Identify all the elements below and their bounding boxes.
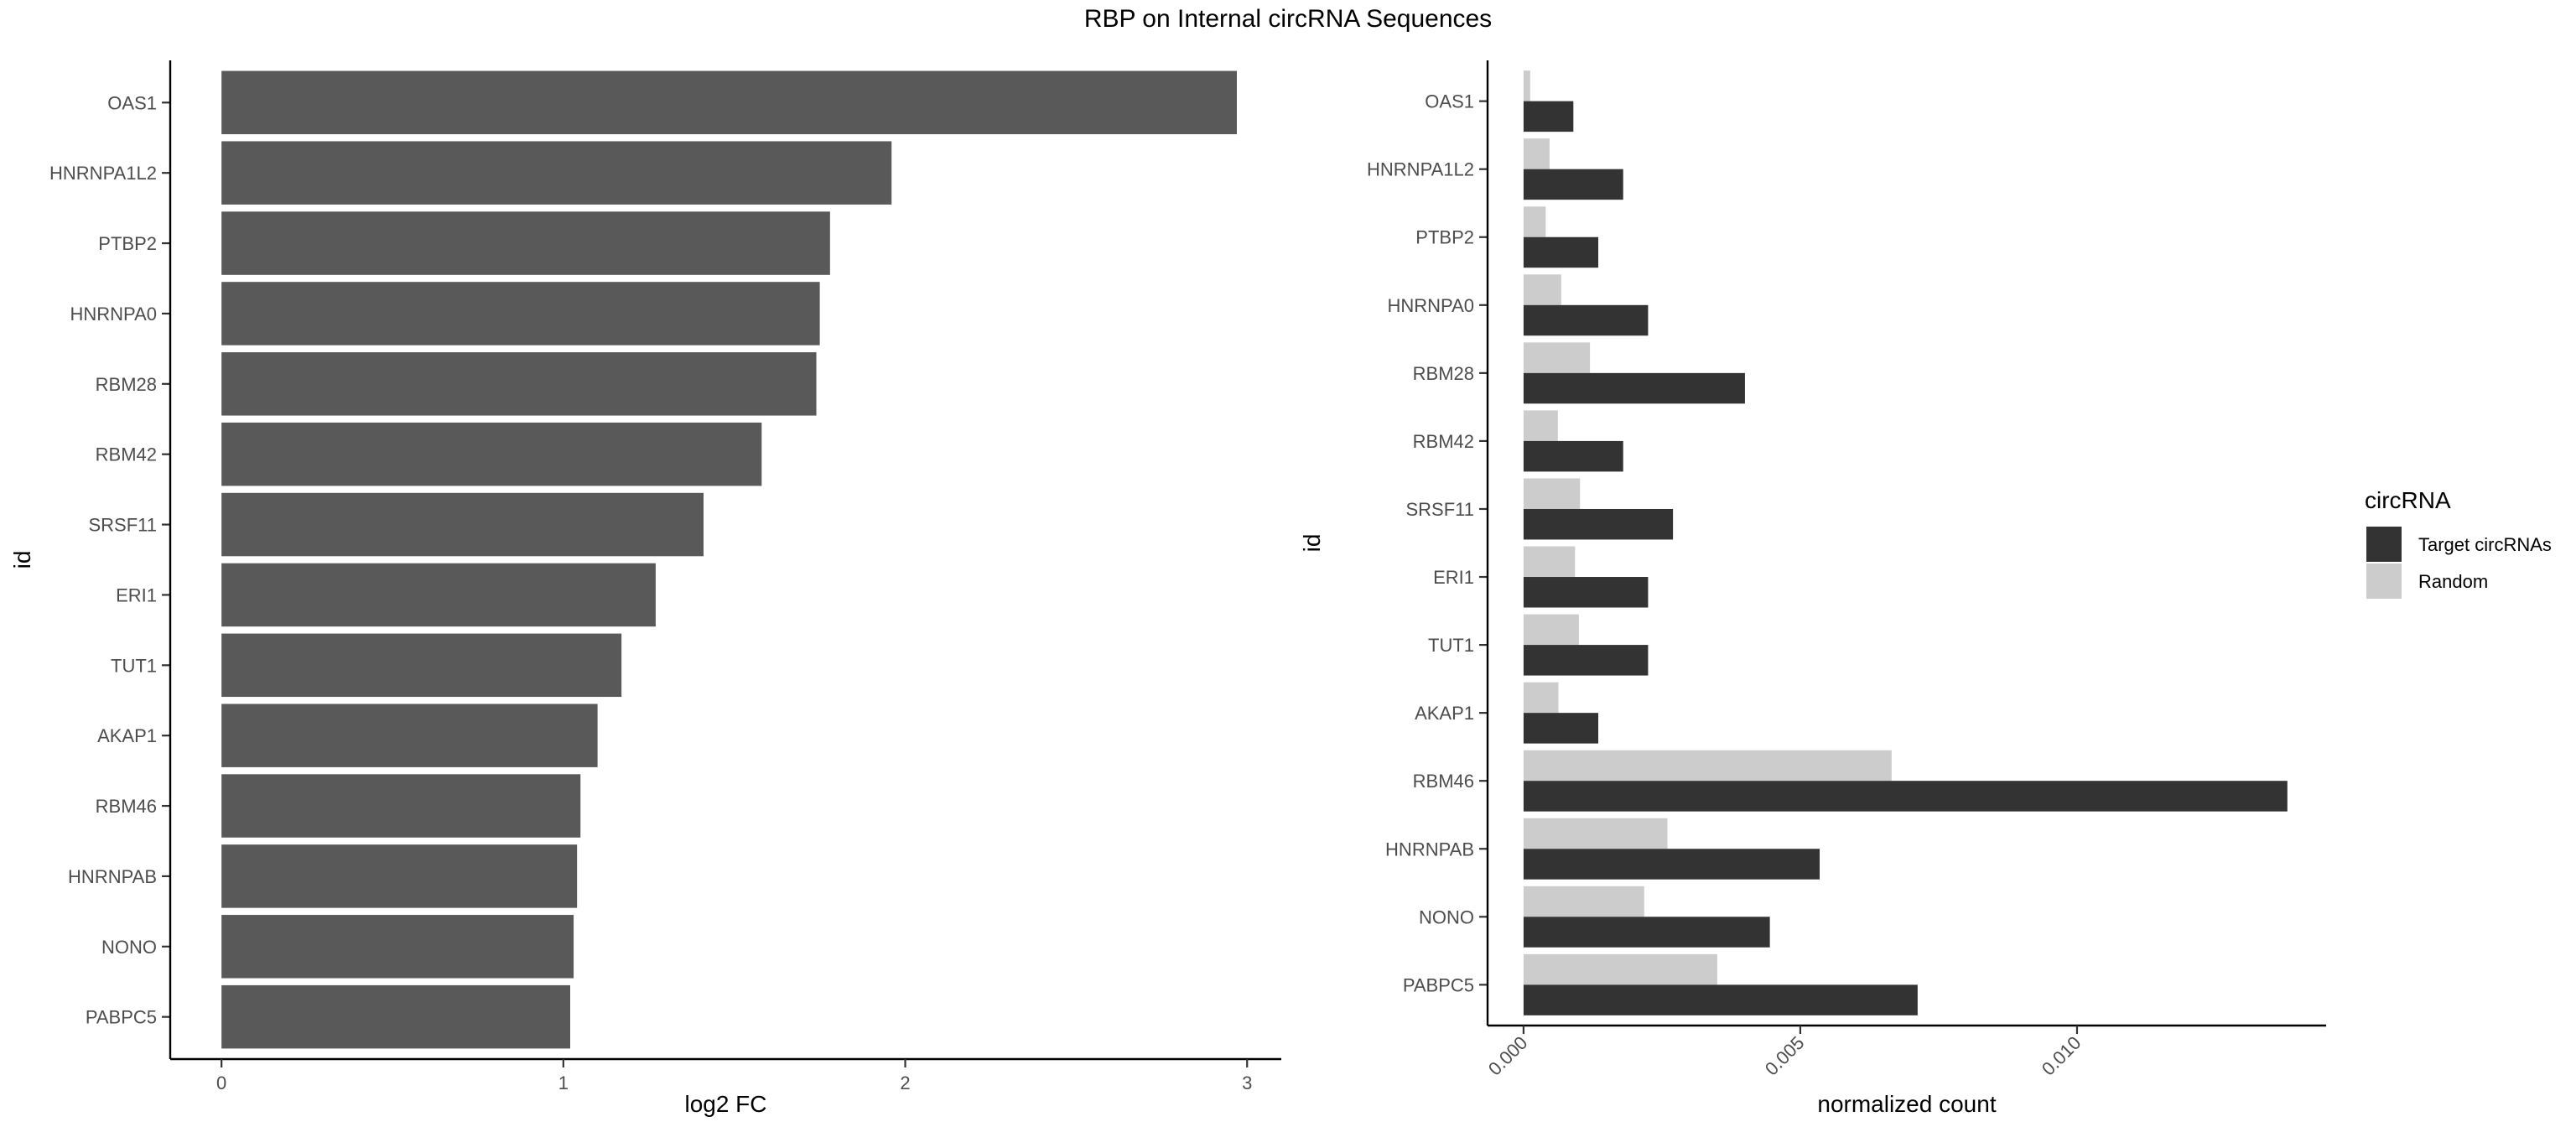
bar-hnrnpa0 bbox=[221, 282, 820, 345]
bar-target-hnrnpa1l2 bbox=[1523, 169, 1623, 200]
y-tick-label-hnrnpa0: HNRNPA0 bbox=[1387, 295, 1474, 316]
y-tick-label-pabpc5: PABPC5 bbox=[1403, 974, 1474, 995]
bar-random-eri1 bbox=[1523, 546, 1576, 578]
y-tick-label-pabpc5: PABPC5 bbox=[86, 1007, 157, 1028]
bar-rbm42 bbox=[221, 422, 762, 486]
bar-akap1 bbox=[221, 704, 598, 767]
bar-tut1 bbox=[221, 633, 622, 698]
bar-rbm46 bbox=[221, 774, 581, 838]
y-tick-label-srsf11: SRSF11 bbox=[1405, 499, 1474, 520]
y-tick-label-nono: NONO bbox=[1419, 906, 1474, 927]
y-tick-label-hnrnpa1l2: HNRNPA1L2 bbox=[49, 163, 157, 184]
y-tick-label-ptbp2: PTBP2 bbox=[1415, 227, 1474, 248]
y-tick-label-srsf11: SRSF11 bbox=[88, 515, 157, 536]
bar-random-nono bbox=[1523, 886, 1644, 917]
bar-random-rbm42 bbox=[1523, 410, 1558, 441]
bar-eri1 bbox=[221, 563, 656, 627]
bar-target-tut1 bbox=[1523, 645, 1649, 676]
bar-random-hnrnpab bbox=[1523, 818, 1668, 849]
bar-target-hnrnpab bbox=[1523, 849, 1820, 880]
y-tick-label-oas1: OAS1 bbox=[107, 92, 157, 113]
bar-target-nono bbox=[1523, 917, 1770, 948]
y-tick-label-eri1: ERI1 bbox=[116, 584, 157, 605]
bar-srsf11 bbox=[221, 492, 704, 557]
bar-hnrnpab bbox=[221, 844, 578, 908]
x-tick-label-0: 0 bbox=[216, 1072, 226, 1093]
y-tick-label-tut1: TUT1 bbox=[111, 655, 157, 676]
legend-label-random: Random bbox=[2418, 571, 2488, 592]
bar-pabpc5 bbox=[221, 984, 570, 1049]
x-tick-label-1: 1 bbox=[558, 1072, 569, 1093]
y-tick-label-oas1: OAS1 bbox=[1425, 91, 1474, 112]
y-tick-label-rbm28: RBM28 bbox=[96, 374, 157, 395]
legend-title: circRNA bbox=[2365, 487, 2451, 513]
x-tick-label-3: 3 bbox=[1242, 1072, 1252, 1093]
bar-target-akap1 bbox=[1523, 713, 1599, 744]
bar-target-rbm28 bbox=[1523, 372, 1745, 404]
y-tick-label-eri1: ERI1 bbox=[1433, 567, 1474, 588]
x-axis-title: log2 FC bbox=[684, 1091, 766, 1117]
y-tick-label-rbm46: RBM46 bbox=[1413, 771, 1474, 792]
bar-target-rbm42 bbox=[1523, 440, 1623, 472]
legend-swatch-random bbox=[2366, 564, 2402, 599]
y-tick-label-hnrnpa0: HNRNPA0 bbox=[70, 304, 157, 325]
bar-target-srsf11 bbox=[1523, 508, 1674, 540]
y-tick-label-akap1: AKAP1 bbox=[1415, 703, 1474, 724]
legend-swatch-target-circrnas bbox=[2366, 527, 2402, 562]
bar-random-rbm28 bbox=[1523, 342, 1591, 373]
x-axis-title: normalized count bbox=[1817, 1091, 1996, 1117]
bar-random-akap1 bbox=[1523, 682, 1559, 714]
y-axis-title: id bbox=[1299, 534, 1325, 553]
bar-random-ptbp2 bbox=[1523, 206, 1546, 237]
bar-random-oas1 bbox=[1523, 70, 1530, 101]
bar-target-rbm46 bbox=[1523, 781, 2288, 812]
y-tick-label-hnrnpa1l2: HNRNPA1L2 bbox=[1367, 159, 1474, 180]
y-tick-label-tut1: TUT1 bbox=[1428, 635, 1474, 656]
legend: circRNA Target circRNAs Random bbox=[2365, 487, 2552, 599]
y-tick-label-ptbp2: PTBP2 bbox=[98, 233, 157, 254]
bar-hnrnpa1l2 bbox=[221, 141, 892, 205]
chart-title: RBP on Internal circRNA Sequences bbox=[1084, 5, 1492, 33]
bar-target-hnrnpa0 bbox=[1523, 304, 1649, 336]
bar-random-pabpc5 bbox=[1523, 953, 1717, 985]
normalized-count-panel: OAS1 HNRNPA1L2 PTBP2 HNRNPA0 RBM28 RBM42 SRSF1… bbox=[1299, 60, 2326, 1117]
bar-target-eri1 bbox=[1523, 577, 1649, 608]
y-tick-label-hnrnpab: HNRNPAB bbox=[68, 866, 157, 887]
bar-random-hnrnpa0 bbox=[1523, 274, 1561, 305]
x-tick-label-2: 2 bbox=[900, 1072, 910, 1093]
bar-random-tut1 bbox=[1523, 614, 1579, 646]
bar-random-rbm46 bbox=[1523, 750, 1892, 782]
y-tick-label-hnrnpab: HNRNPAB bbox=[1385, 839, 1474, 860]
bar-nono bbox=[221, 915, 574, 979]
y-tick-label-nono: NONO bbox=[101, 937, 157, 958]
y-tick-label-rbm28: RBM28 bbox=[1413, 363, 1474, 384]
bar-oas1 bbox=[221, 70, 1238, 135]
y-axis-title: id bbox=[9, 551, 35, 569]
bar-ptbp2 bbox=[221, 211, 830, 275]
bar-rbm28 bbox=[221, 352, 817, 416]
bar-target-oas1 bbox=[1523, 101, 1574, 132]
bar-random-hnrnpa1l2 bbox=[1523, 138, 1550, 169]
y-tick-label-akap1: AKAP1 bbox=[97, 725, 157, 746]
bar-random-srsf11 bbox=[1523, 478, 1581, 509]
legend-label-target-circrnas: Target circRNAs bbox=[2418, 534, 2552, 555]
bar-target-ptbp2 bbox=[1523, 236, 1599, 268]
bar-target-pabpc5 bbox=[1523, 984, 1918, 1015]
y-tick-label-rbm46: RBM46 bbox=[96, 796, 157, 817]
y-tick-label-rbm42: RBM42 bbox=[96, 444, 157, 465]
y-tick-label-rbm42: RBM42 bbox=[1413, 431, 1474, 452]
log2fc-panel: OAS1 HNRNPA1L2 PTBP2 HNRNPA0 RBM28 RBM42 SRSF1… bbox=[9, 60, 1281, 1117]
